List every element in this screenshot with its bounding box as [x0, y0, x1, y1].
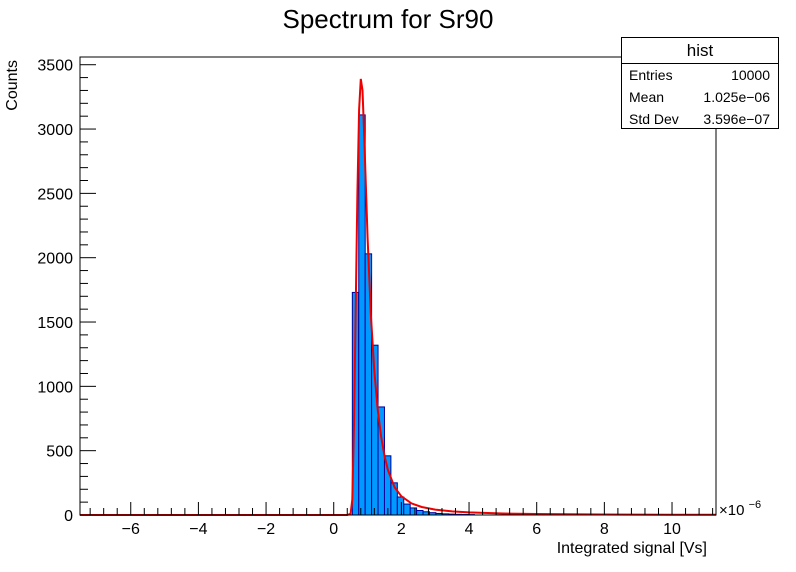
y-tick-label: 1500 — [37, 315, 73, 332]
histogram-bin — [403, 503, 411, 516]
x-tick-label: −4 — [189, 521, 207, 538]
x-tick-label: −2 — [257, 521, 275, 538]
x-tick-label: 4 — [465, 521, 474, 538]
x-exponent-base: ×10 — [719, 502, 744, 519]
chart-title: Spectrum for Sr90 — [283, 4, 494, 34]
histogram-bin — [416, 509, 424, 516]
histogram-bin — [358, 114, 366, 516]
stats-label: Entries — [629, 67, 673, 83]
stats-row-stddev: Std Dev 3.596e−07 — [622, 108, 778, 130]
stats-title: hist — [622, 38, 778, 64]
y-tick-label: 1000 — [37, 379, 73, 396]
x-tick-label: 2 — [397, 521, 406, 538]
y-tick-label: 0 — [64, 508, 73, 525]
x-tick-label: 0 — [329, 521, 338, 538]
y-tick-label: 3500 — [37, 58, 73, 75]
stats-label: Mean — [629, 89, 665, 105]
stats-label: Std Dev — [629, 111, 679, 127]
stats-row-entries: Entries 10000 — [622, 64, 778, 86]
x-tick-label: −6 — [122, 521, 140, 538]
y-tick-label: 2500 — [37, 186, 73, 203]
stats-value: 10000 — [731, 67, 770, 83]
plot-frame — [79, 56, 717, 516]
stats-row-mean: Mean 1.025e−06 — [622, 86, 778, 108]
x-tick-label: 6 — [532, 521, 541, 538]
x-tick-label: 10 — [663, 521, 681, 538]
y-axis-label: Counts — [4, 60, 21, 111]
y-tick-label: 500 — [46, 444, 73, 461]
x-exponent-label: ×10 −6 — [719, 499, 761, 519]
stats-box: hist Entries 10000 Mean 1.025e−06 Std De… — [621, 37, 779, 129]
stats-value: 1.025e−06 — [703, 89, 770, 105]
stats-value: 3.596e−07 — [703, 111, 770, 127]
y-tick-label: 2000 — [37, 251, 73, 268]
y-tick-label: 3000 — [37, 122, 73, 139]
x-axis-label: Integrated signal [Vs] — [557, 540, 707, 557]
x-exponent-power: −6 — [749, 499, 762, 511]
fit-curve — [80, 78, 716, 516]
histogram-bin — [383, 455, 392, 516]
histogram-bin — [396, 496, 405, 516]
histogram-bin — [409, 507, 418, 516]
x-tick-label: 8 — [600, 521, 609, 538]
